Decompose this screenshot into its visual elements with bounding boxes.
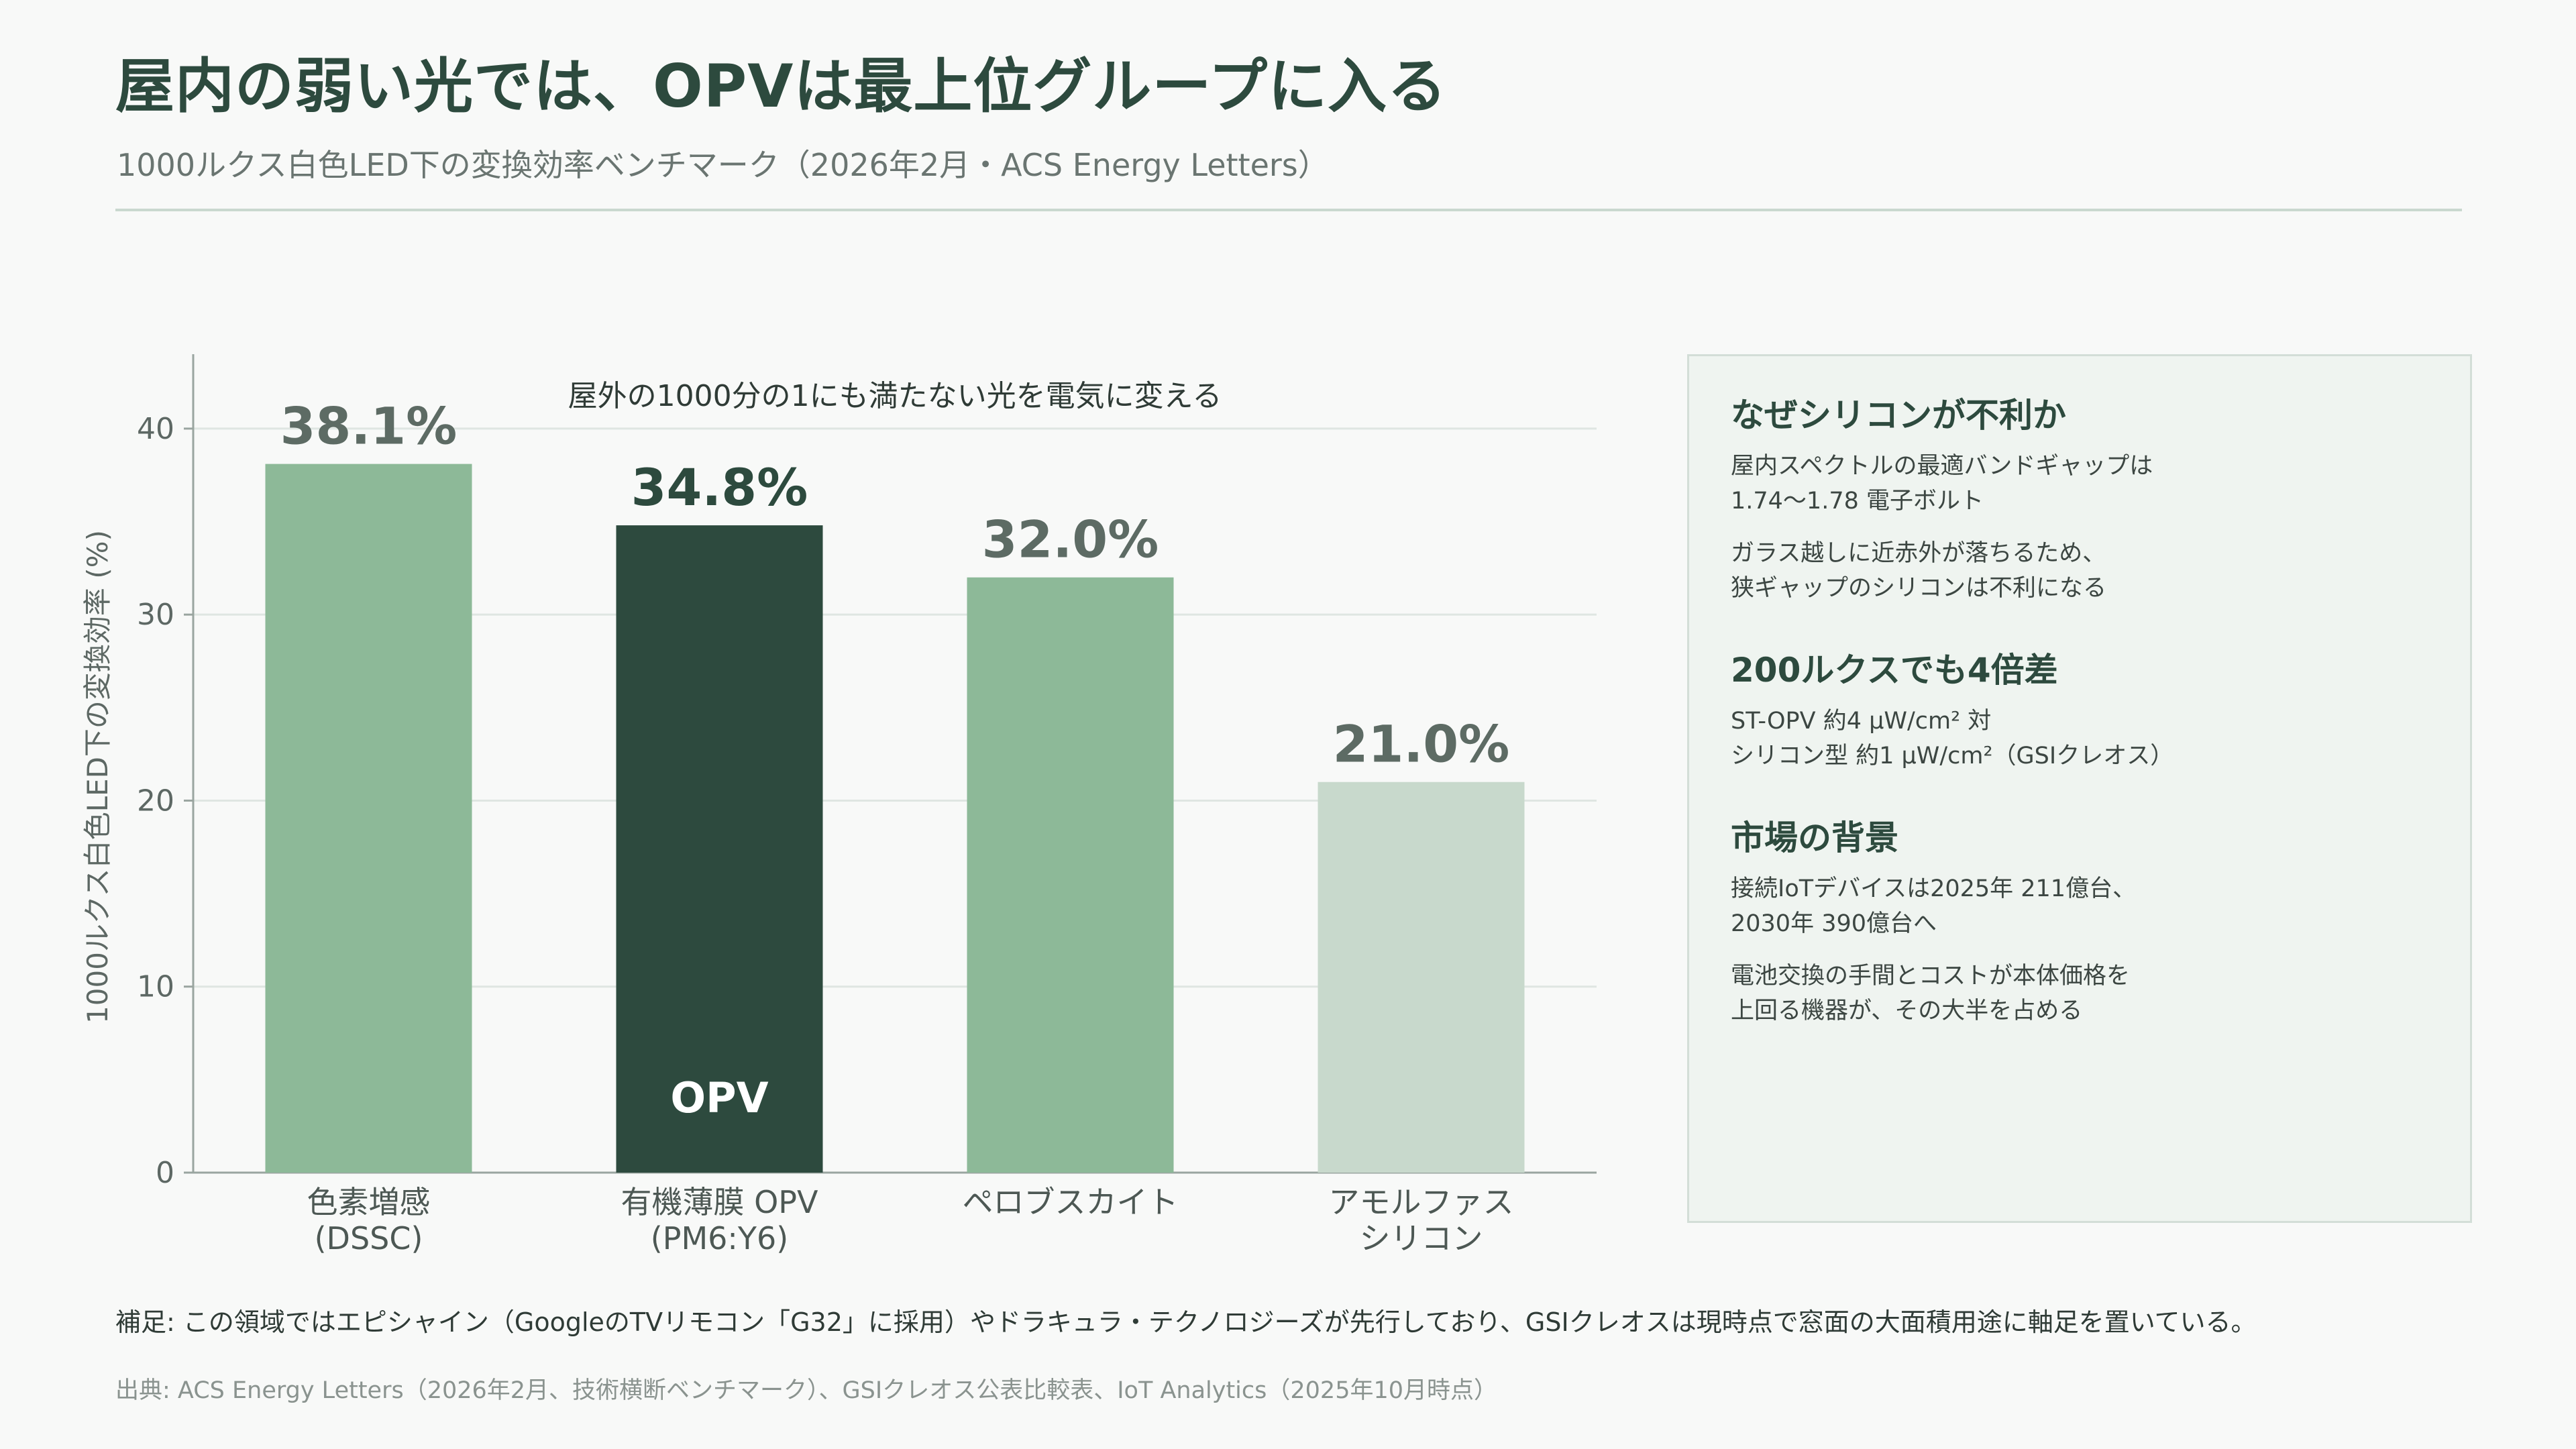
bar-value-label: 34.8%: [631, 458, 808, 517]
bar: [265, 464, 472, 1173]
sidebar-text: 屋内スペクトルの最適バンドギャップは 1.74〜1.78 電子ボルト: [1731, 453, 2153, 515]
info-sidebar: なぜシリコンが不利か 屋内スペクトルの最適バンドギャップは 1.74〜1.78 …: [1687, 354, 2472, 1223]
sidebar-section-silicon: なぜシリコンが不利か 屋内スペクトルの最適バンドギャップは 1.74〜1.78 …: [1731, 388, 2428, 606]
y-tick-label: 40: [137, 412, 174, 446]
bar: [1318, 782, 1525, 1173]
x-tick-label: 有機薄膜 OPV: [621, 1184, 818, 1220]
y-tick-label: 20: [137, 784, 174, 818]
y-axis-label: 1000ルクス白色LED下の変換効率 (%): [81, 530, 114, 1024]
bar-value-label: 38.1%: [280, 396, 458, 456]
sidebar-section-200lux: 200ルクスでも4倍差 ST-OPV 約4 μW/cm² 対 シリコン型 約1 …: [1731, 643, 2428, 773]
bar-value-label: 21.0%: [1333, 714, 1510, 774]
bar-value-label: 32.0%: [982, 510, 1159, 570]
sidebar-text: 電池交換の手間とコストが本体価格を 上回る機器が、その大半を占める: [1731, 963, 2131, 1024]
y-tick-label: 0: [156, 1156, 174, 1190]
x-tick-label: 色素増感: [307, 1184, 431, 1220]
page-subtitle: 1000ルクス白色LED下の変換効率ベンチマーク（2026年2月・ACS Ene…: [117, 147, 1329, 183]
sidebar-text: ST-OPV 約4 μW/cm² 対 シリコン型 約1 μW/cm²（GSIクレ…: [1731, 708, 2174, 769]
header-divider: [115, 209, 2462, 211]
sidebar-heading: 200ルクスでも4倍差: [1731, 651, 2058, 690]
page-title: 屋内の弱い光では、OPVは最上位グループに入る: [115, 52, 1448, 121]
source-citation: 出典: ACS Energy Letters（2026年2月、技術横断ベンチマー…: [115, 1377, 1497, 1404]
bar-inner-label: OPV: [670, 1073, 768, 1122]
footnote: 補足: この領域ではエピシャイン（GoogleのTVリモコン「G32」に採用）や…: [115, 1307, 2257, 1337]
bar: [616, 525, 823, 1173]
sidebar-section-market: 市場の背景 接続IoTデバイスは2025年 211億台、 2030年 390億台…: [1731, 811, 2428, 1028]
bar-chart: 0 10 20 30 40 1000ルクス白色LED下の変換効率 (%) 屋外の1000分の…: [81, 354, 1597, 1256]
x-tick-label: アモルファス: [1329, 1184, 1514, 1220]
x-tick-label: シリコン: [1360, 1220, 1483, 1256]
sidebar-heading: 市場の背景: [1731, 818, 1898, 857]
bar: [967, 577, 1174, 1173]
sidebar-text: ガラス越しに近赤外が落ちるため、 狭ギャップのシリコンは不利になる: [1731, 540, 2107, 602]
y-tick-label: 10: [137, 970, 174, 1004]
x-tick-label: (DSSC): [315, 1220, 423, 1256]
x-tick-label: ペロブスカイト: [963, 1184, 1179, 1220]
y-tick-label: 30: [137, 598, 174, 632]
chart-title: 屋外の1000分の1にも満たない光を電気に変える: [568, 379, 1222, 413]
sidebar-heading: なぜシリコンが不利か: [1731, 396, 2066, 435]
sidebar-text: 接続IoTデバイスは2025年 211億台、 2030年 390億台へ: [1731, 875, 2137, 937]
x-tick-label: (PM6:Y6): [651, 1220, 788, 1256]
